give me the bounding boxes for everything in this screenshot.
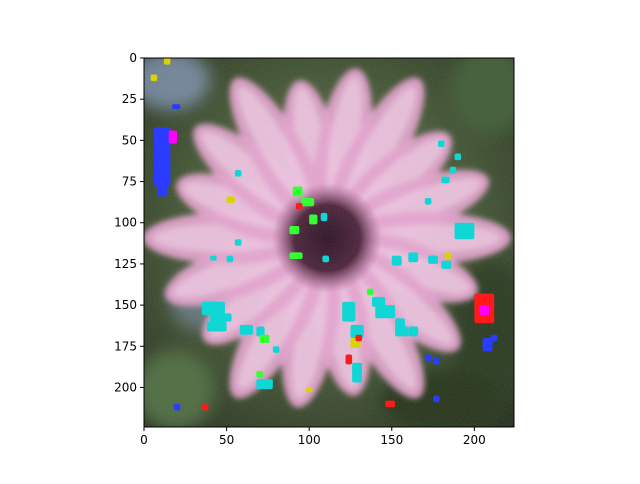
artifact-pixel	[428, 255, 439, 264]
y-tick-label: 75	[122, 175, 137, 189]
y-tick-label: 100	[114, 216, 137, 230]
artifact-pixel	[352, 362, 363, 383]
artifact-pixel	[153, 127, 171, 187]
artifact-pixel	[295, 202, 303, 210]
artifact-pixel	[322, 255, 329, 263]
artifact-pixel	[201, 403, 209, 411]
artifact-pixel	[218, 313, 232, 322]
y-tick-label: 175	[114, 339, 137, 353]
artifact-pixel	[206, 321, 227, 332]
artifact-pixel	[272, 346, 280, 353]
artifact-pixel	[168, 130, 178, 144]
y-tick-label: 150	[114, 298, 137, 312]
artifact-pixel	[375, 305, 396, 319]
artifact-pixel	[408, 326, 419, 337]
artifact-pixel	[366, 288, 374, 296]
artifact-pixel	[256, 379, 273, 390]
artifact-pixel	[385, 400, 396, 408]
x-tick-label: 200	[463, 433, 486, 447]
plot-frame	[143, 57, 515, 428]
artifact-pixel	[239, 324, 254, 335]
artifact-pixel	[234, 239, 242, 246]
artifact-pixel	[234, 170, 242, 177]
artifact-pixel	[441, 176, 450, 184]
artifact-pixel	[289, 252, 303, 259]
artifact-pixel	[441, 260, 452, 269]
x-tick-label: 100	[298, 433, 321, 447]
artifact-pixel	[482, 338, 493, 352]
y-tick-label: 125	[114, 257, 137, 271]
artifact-pixel	[292, 186, 303, 197]
y-tick-label: 0	[129, 51, 137, 65]
y-axis: 0 25 50 75 100 125 150 175 200	[114, 51, 144, 394]
artifact-pixel	[320, 212, 328, 222]
artifact-pixel	[395, 326, 409, 337]
y-tick-label: 200	[114, 380, 137, 394]
artifact-pixel	[172, 104, 181, 110]
x-tick-label: 50	[219, 433, 234, 447]
artifact-pixel	[305, 387, 313, 393]
artifact-pixel	[157, 173, 168, 197]
artifact-pixel	[210, 255, 217, 261]
artifact-pixel	[256, 326, 265, 337]
artifact-pixel	[424, 198, 432, 205]
y-tick-label: 25	[122, 92, 137, 106]
x-tick-label: 150	[380, 433, 403, 447]
artifact-pixel	[444, 252, 452, 259]
artifact-pixel	[256, 370, 263, 378]
image-noise	[144, 58, 514, 427]
artifact-pixel	[289, 226, 300, 235]
artifact-pixel	[300, 198, 315, 207]
artifact-pixel	[449, 166, 457, 174]
artifact-pixel	[150, 74, 158, 82]
artifact-pixel	[350, 324, 364, 339]
artifact-pixel	[395, 318, 405, 329]
y-tick-label: 50	[122, 133, 137, 147]
artifact-pixel	[454, 222, 475, 240]
artifact-pixel	[490, 334, 498, 342]
artifact-pixel	[479, 305, 490, 315]
artifact-pixel	[345, 354, 353, 365]
artifact-pixel	[226, 255, 234, 263]
artifact-pixel	[424, 354, 432, 362]
image-area	[144, 58, 514, 427]
artifact-pixel	[391, 255, 402, 266]
artifact-pixel	[454, 153, 462, 161]
artifact-pixel	[163, 58, 171, 65]
artifact-pixel	[408, 252, 419, 263]
artifact-pixel	[433, 357, 440, 365]
x-axis: 0 50 100 150 200	[140, 427, 486, 447]
pixel-artifacts	[150, 58, 498, 411]
artifact-pixel	[309, 214, 318, 225]
artifact-pixel	[226, 196, 235, 203]
artifact-pixel	[201, 301, 225, 315]
artifact-pixel	[355, 334, 363, 342]
x-tick-label: 0	[140, 433, 148, 447]
artifact-pixel	[342, 301, 356, 322]
artifact-pixel	[371, 296, 386, 307]
artifact-pixel	[438, 140, 445, 147]
artifact-pixel	[433, 395, 440, 403]
artifact-pixel	[259, 334, 270, 343]
artifact-pixel	[173, 403, 181, 411]
